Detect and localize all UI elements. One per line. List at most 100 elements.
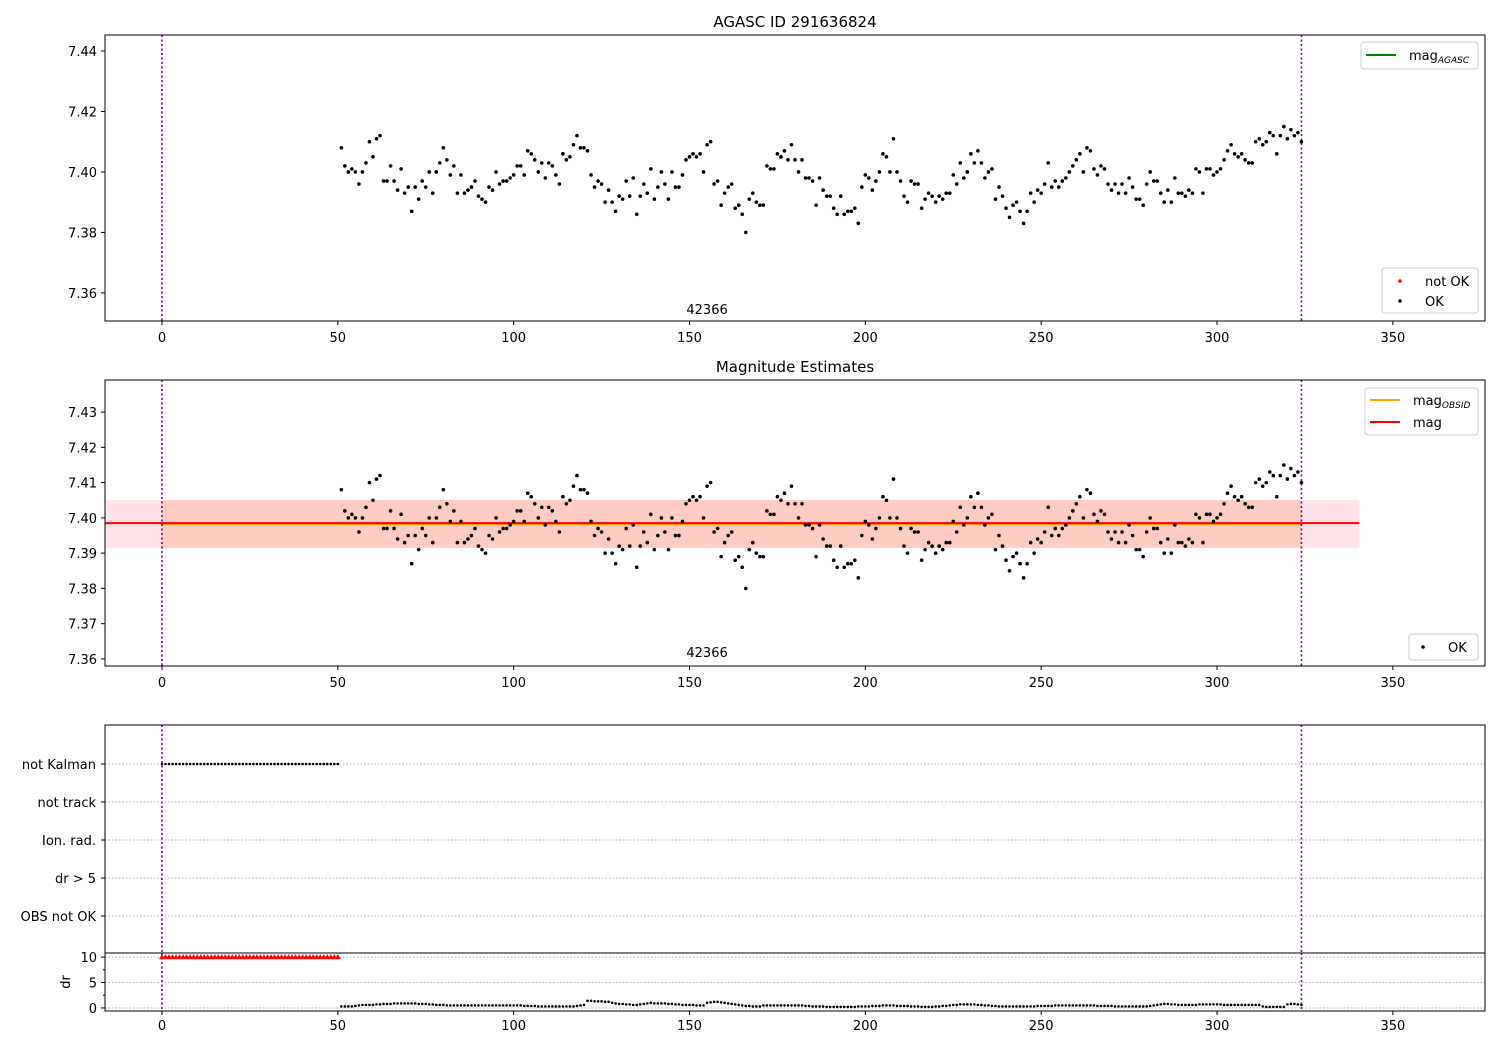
mag-point-ok — [1134, 197, 1138, 201]
dr-point-ok — [684, 1003, 688, 1007]
dr-point-ok — [920, 1005, 923, 1009]
dr-point-ok — [480, 1004, 484, 1007]
mag-point-ok — [1085, 145, 1089, 150]
mag-point-ok — [1236, 155, 1240, 159]
mag-point-ok — [497, 182, 502, 186]
dr-point-ok — [962, 1003, 966, 1006]
mag-point-ok — [965, 170, 970, 174]
dr-point-ok — [1212, 1003, 1215, 1006]
dr-point-ok — [698, 1004, 702, 1007]
dr-point-ok — [667, 1002, 670, 1006]
dr-point-ok — [1064, 1004, 1068, 1007]
mag-estimate-point-ok — [694, 498, 699, 503]
dr-point-ok — [1068, 1004, 1071, 1007]
mag-point-ok — [976, 148, 980, 153]
dr-point-ok — [1092, 1004, 1096, 1007]
mag-point-ok — [888, 170, 892, 174]
mag-point-ok — [1113, 182, 1117, 186]
mag-estimate-point-ok — [445, 501, 449, 506]
flag-point-not-kalman — [273, 762, 276, 766]
mag-point-ok — [578, 145, 583, 150]
mag-point-ok — [860, 185, 864, 189]
mag-estimate-point-ok — [641, 530, 646, 534]
mag-estimate-point-ok — [1232, 494, 1237, 499]
mag-point-ok — [870, 188, 875, 192]
mag-estimate-point-ok — [874, 526, 878, 531]
mag-point-ok — [1267, 130, 1272, 135]
mag-estimate-point-ok — [712, 530, 716, 534]
mag-estimate-point-ok — [1282, 463, 1286, 467]
mag-estimate-point-ok — [701, 516, 706, 520]
mag-estimate-point-ok — [670, 516, 674, 520]
mag-point-ok — [1109, 188, 1114, 192]
mag-point-ok — [722, 191, 727, 195]
dr-point-ok — [505, 1004, 508, 1007]
flag-point-not-kalman — [192, 762, 195, 766]
mag-estimate-point-ok — [831, 558, 836, 563]
dr-point-ok — [1096, 1004, 1099, 1008]
dr-point-ok — [449, 1004, 452, 1007]
dr-point-ok — [797, 1004, 800, 1007]
mag-estimate-point-ok — [1236, 498, 1240, 503]
mag-estimate-point-ok — [1011, 554, 1015, 559]
x-tick-label: 300 — [1205, 1019, 1230, 1034]
dr-point-ok — [1036, 1004, 1039, 1008]
mag-point-ok — [388, 164, 393, 168]
mag-point-ok — [522, 173, 527, 177]
mag-estimate-point-ok — [420, 526, 425, 531]
dr-point-ok — [410, 1002, 413, 1005]
flag-point-not-kalman — [266, 762, 269, 766]
mag-estimate-point-ok — [536, 516, 541, 520]
dr-point-ok — [1127, 1005, 1131, 1008]
dr-point-ok — [1145, 1005, 1148, 1008]
dr-point-ok — [916, 1005, 920, 1008]
dr-point-ok — [997, 1005, 1001, 1008]
mag-estimate-point-ok — [687, 498, 692, 503]
dr-point-ok — [762, 1004, 765, 1007]
dr-point-ok — [719, 1001, 723, 1004]
mag-point-ok — [445, 158, 449, 162]
dr-point-ok — [1138, 1005, 1141, 1008]
mag-estimate-point-ok — [364, 505, 368, 510]
dr-point-ok — [990, 1004, 994, 1008]
dr-point-ok — [733, 1003, 737, 1006]
mag-point-ok — [800, 158, 804, 162]
dr-point-ok — [403, 1002, 406, 1005]
mag-estimate-point-ok — [434, 516, 439, 520]
dr-point-ok — [769, 1004, 772, 1007]
flag-point-not-kalman — [283, 762, 287, 766]
mag-point-ok — [969, 152, 973, 156]
mag-point-ok — [339, 145, 344, 150]
mag-estimate-point-ok — [634, 565, 639, 570]
mag-estimate-point-ok — [1204, 512, 1209, 517]
mag-estimate-point-ok — [1018, 561, 1022, 566]
mag-point-ok — [845, 209, 850, 214]
mag-point-ok — [1180, 191, 1184, 195]
dr-point-ok — [1289, 1002, 1293, 1006]
dr-point-ok — [1296, 1003, 1300, 1006]
mag-estimate-point-ok — [990, 512, 994, 517]
mag-estimate-point-ok — [1063, 523, 1068, 527]
mag-point-ok — [543, 176, 548, 180]
dr-point-ok — [660, 1002, 663, 1005]
mag-point-ok — [392, 179, 396, 183]
dr-point-ok — [653, 1002, 656, 1005]
dr-point-ok — [948, 1004, 952, 1007]
dr-point-ok — [1078, 1004, 1082, 1007]
x-tick-label: 200 — [853, 1019, 878, 1034]
mag-point-ok — [877, 170, 882, 174]
mag-point-ok — [634, 212, 639, 217]
mag-point-ok — [343, 164, 347, 168]
mag-point-ok — [350, 167, 354, 171]
mag-estimate-point-ok — [385, 526, 389, 531]
mag-point-ok — [1021, 221, 1026, 226]
mag-estimate-point-ok — [905, 551, 910, 555]
mag-point-ok — [666, 197, 671, 201]
mag-estimate-point-ok — [1162, 551, 1167, 555]
mag-estimate-point-ok — [673, 533, 678, 538]
y-tick-label: 7.39 — [68, 547, 97, 562]
dr-point-ok — [1264, 1005, 1268, 1009]
flag-point-not-kalman — [280, 762, 283, 766]
mag-point-ok — [353, 170, 358, 174]
mag-estimate-point-ok — [793, 501, 797, 506]
